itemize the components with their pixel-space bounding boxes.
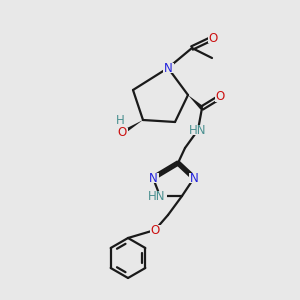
Text: N: N bbox=[190, 172, 198, 184]
Text: O: O bbox=[208, 32, 217, 44]
Text: N: N bbox=[148, 172, 158, 184]
FancyBboxPatch shape bbox=[189, 125, 207, 135]
FancyBboxPatch shape bbox=[115, 116, 125, 124]
Text: H: H bbox=[116, 113, 124, 127]
FancyBboxPatch shape bbox=[147, 191, 167, 201]
Polygon shape bbox=[188, 95, 203, 109]
Text: O: O bbox=[117, 127, 127, 140]
FancyBboxPatch shape bbox=[149, 225, 161, 235]
FancyBboxPatch shape bbox=[214, 92, 226, 102]
FancyBboxPatch shape bbox=[208, 33, 218, 43]
Text: O: O bbox=[150, 224, 160, 236]
FancyBboxPatch shape bbox=[116, 128, 128, 138]
Text: HN: HN bbox=[148, 190, 166, 202]
Text: N: N bbox=[164, 61, 172, 74]
Text: O: O bbox=[215, 91, 225, 103]
FancyBboxPatch shape bbox=[188, 173, 200, 183]
FancyBboxPatch shape bbox=[163, 63, 173, 73]
Polygon shape bbox=[121, 120, 143, 135]
Text: HN: HN bbox=[189, 124, 207, 136]
FancyBboxPatch shape bbox=[148, 173, 158, 183]
